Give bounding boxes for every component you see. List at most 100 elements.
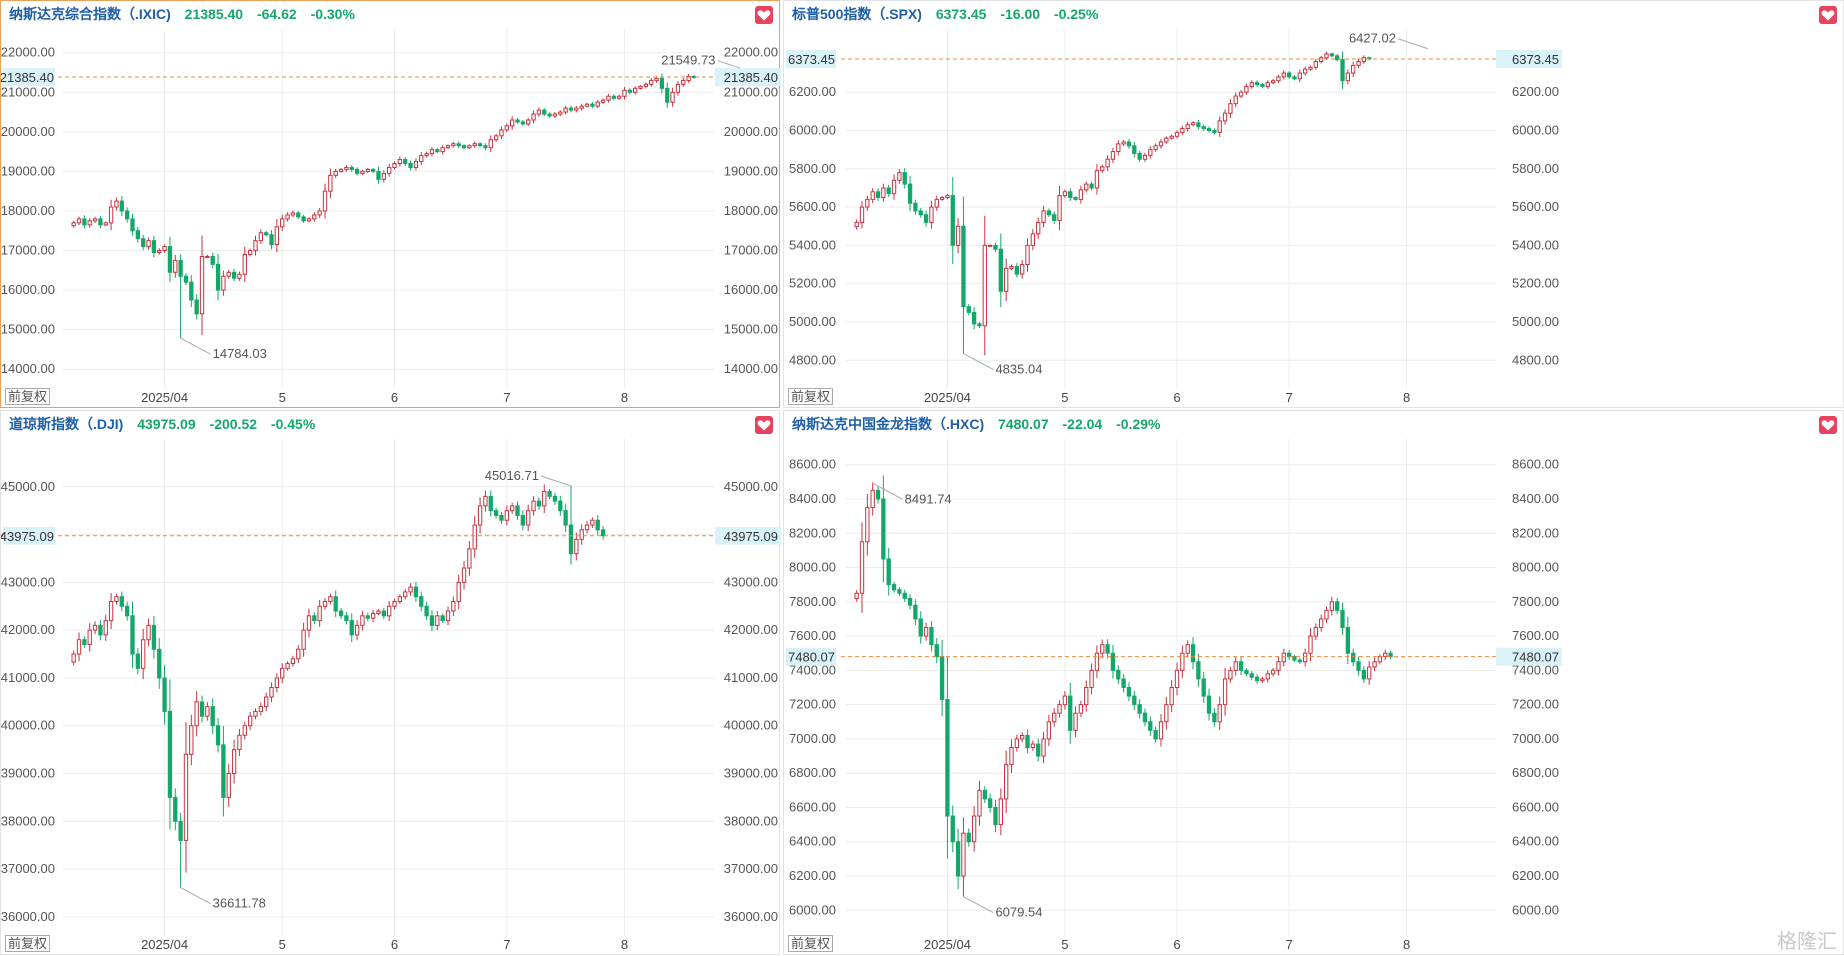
candle-body — [510, 505, 515, 512]
candle-body — [1217, 120, 1222, 133]
chart-panel-dji[interactable]: 2025/04567845000.0045000.0044000.0044000… — [0, 410, 781, 955]
candle-body — [1249, 673, 1254, 678]
restore-right-button[interactable]: 前复权 — [5, 388, 51, 405]
y-tick-label-left: 7800.00 — [789, 594, 836, 609]
current-price-label-left: 7480.07 — [788, 650, 835, 665]
y-tick-label-right: 7800.00 — [1512, 594, 1559, 609]
candle-body — [993, 244, 998, 250]
index-change: -64.62 — [256, 6, 297, 22]
candle-body — [183, 275, 189, 283]
candle-body — [1222, 678, 1228, 706]
candle-body — [445, 610, 451, 622]
candle-body — [859, 206, 865, 223]
candle-body — [875, 191, 881, 199]
candle-body — [98, 624, 103, 636]
y-tick-label-left: 4800.00 — [789, 352, 836, 367]
candle-body — [119, 596, 124, 607]
candle-body — [568, 524, 574, 555]
candle-body — [859, 541, 865, 594]
candle-body — [451, 143, 456, 147]
y-tick-label-right: 36000.00 — [724, 909, 778, 924]
y-tick-label-right: 20000.00 — [724, 124, 778, 139]
x-tick-label: 2025/04 — [924, 937, 971, 952]
chart-panel-ixic[interactable]: 2025/04 5 6 7 8 22000.00 22000.00 21000.00 21000… — [0, 0, 781, 408]
annotation-label: 6079.54 — [995, 905, 1042, 920]
chart-panel-spx[interactable]: 2025/04 5 6 7 8 6200.00 6200.00 6000.00 6000.00 5… — [783, 0, 1844, 408]
candle-body — [1100, 166, 1105, 172]
candle-body — [955, 225, 961, 246]
candle-body — [1100, 644, 1105, 654]
candle-body — [897, 589, 902, 594]
candle-body — [354, 624, 360, 636]
y-tick-label-right: 18000.00 — [724, 203, 778, 218]
candle-body — [547, 113, 552, 117]
candle-body — [1025, 734, 1030, 748]
candle-body — [114, 200, 119, 208]
candle-body — [987, 798, 993, 808]
candle-body — [563, 510, 568, 526]
candle-body — [1329, 53, 1334, 57]
y-tick-label-left: 7400.00 — [789, 662, 836, 677]
candle-body — [865, 198, 870, 208]
candle-body — [531, 500, 536, 512]
annotation-label: 4835.04 — [995, 362, 1042, 377]
current-price-label-left: 43975.09 — [1, 529, 54, 544]
candle-body — [1196, 661, 1201, 680]
candle-body — [328, 174, 333, 192]
candle-body — [923, 214, 929, 223]
candle-body — [611, 95, 616, 99]
y-tick-label-left: 6000.00 — [789, 902, 836, 917]
candle-body — [854, 592, 859, 600]
candle-body — [194, 299, 199, 315]
candle-body — [1297, 659, 1302, 663]
candle-body — [966, 832, 971, 843]
y-tick-label-right: 5400.00 — [1512, 237, 1559, 252]
candle-body — [199, 701, 205, 717]
candle-body — [542, 491, 547, 507]
candle-body — [258, 232, 263, 242]
candle-body — [665, 87, 670, 103]
current-price-label-right: 6373.45 — [1512, 52, 1559, 67]
y-tick-label-left: 6200.00 — [789, 868, 836, 883]
restore-right-button[interactable]: 前复权 — [788, 935, 834, 952]
candle-body — [264, 696, 269, 708]
x-tick-label: 6 — [1173, 390, 1180, 405]
favorite-heart-icon[interactable] — [1819, 416, 1837, 434]
candle-body — [226, 271, 231, 277]
favorite-heart-icon[interactable] — [755, 6, 773, 24]
candle-body — [419, 596, 424, 607]
candle-body — [1351, 64, 1356, 74]
candle-body — [1174, 669, 1180, 688]
y-tick-label-left: 17000.00 — [1, 243, 55, 258]
index-change: -200.52 — [209, 416, 258, 432]
favorite-heart-icon[interactable] — [755, 416, 773, 434]
candle-body — [1105, 644, 1110, 654]
candle-body — [1196, 122, 1201, 128]
candle-body — [306, 218, 312, 222]
index-change: -22.04 — [1062, 416, 1103, 432]
current-price-tag-left — [786, 647, 836, 666]
candle-body — [897, 172, 902, 181]
chart-svg-hxc: 2025/04 5 6 7 8 8600.00 8600.00 8400.00 8400.00 8… — [786, 439, 1562, 952]
candle-body — [531, 113, 536, 121]
current-price-label-left: 6373.45 — [788, 52, 835, 67]
candle-body — [1233, 95, 1238, 105]
candle-body — [1036, 743, 1041, 757]
y-tick-label-left: 8200.00 — [789, 525, 836, 540]
candle-body — [173, 796, 178, 822]
candle-body — [344, 615, 349, 622]
candle-body — [1142, 154, 1148, 160]
candle-body — [162, 677, 167, 712]
candle-body — [584, 103, 590, 107]
favorite-heart-icon[interactable] — [1819, 6, 1837, 24]
candle-body — [499, 129, 504, 137]
y-tick-label-right: 7600.00 — [1512, 628, 1559, 643]
candle-body — [552, 495, 558, 502]
candle-body — [215, 263, 221, 291]
y-tick-label-left: 21000.00 — [1, 84, 55, 99]
candle-body — [1356, 661, 1361, 671]
restore-right-button[interactable]: 前复权 — [788, 388, 834, 405]
restore-right-button[interactable]: 前复权 — [5, 935, 51, 952]
chart-panel-hxc[interactable]: 2025/04 5 6 7 8 8600.00 8600.00 8400.00 8400.00 8… — [783, 410, 1844, 955]
candle-body — [1201, 126, 1206, 130]
